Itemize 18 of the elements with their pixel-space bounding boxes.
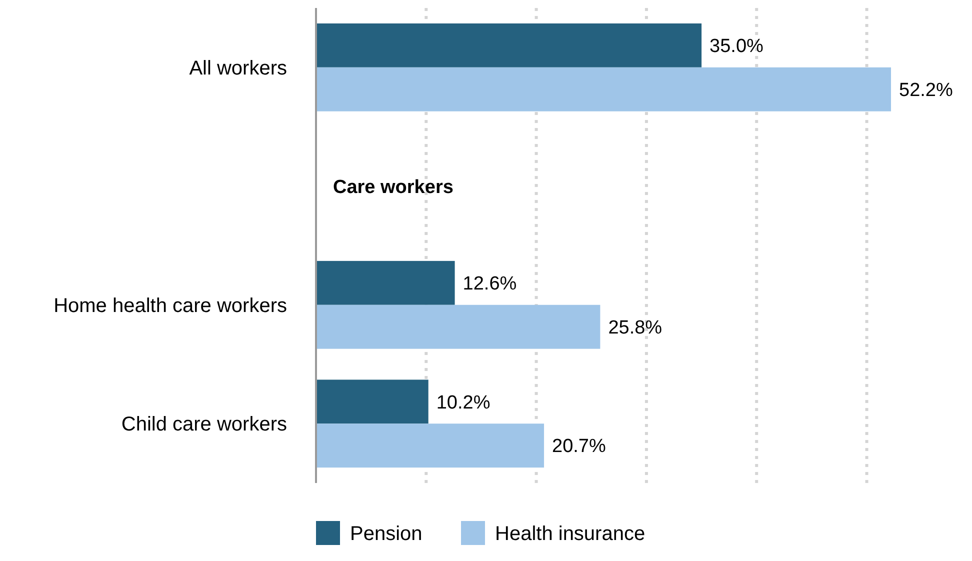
data-label: 35.0%: [710, 36, 764, 58]
data-label: 20.7%: [552, 436, 606, 458]
data-label: 12.6%: [462, 274, 517, 295]
bar: [316, 67, 891, 112]
data-label: 52.2%: [899, 80, 953, 101]
legend-label: Health insurance: [495, 523, 646, 545]
y-tick-label: All workers: [189, 57, 287, 80]
annotation: Care workers: [333, 176, 454, 198]
data-label: 10.2%: [436, 392, 490, 414]
legend-label: Pension: [350, 523, 422, 545]
y-tick-label: Child care workers: [121, 414, 287, 436]
bar: [316, 380, 428, 424]
bar: [316, 424, 544, 468]
bar: [316, 304, 600, 349]
bar: [316, 260, 455, 305]
bar: [316, 23, 702, 68]
y-tick-label: Home health care workers: [54, 294, 287, 317]
data-label: 25.8%: [608, 317, 662, 338]
